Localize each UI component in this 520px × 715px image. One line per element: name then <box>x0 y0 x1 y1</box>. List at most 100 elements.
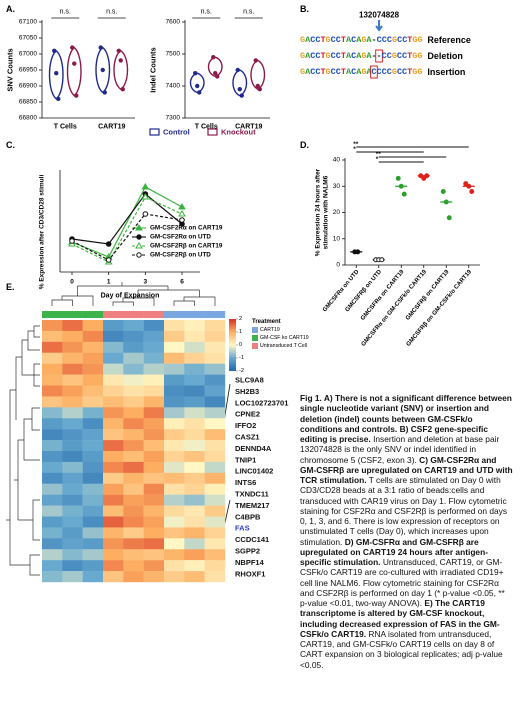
heatmap-cell <box>123 352 144 364</box>
heatmap-cell <box>42 571 63 583</box>
position-label: 132074828 <box>359 11 400 20</box>
heatmap-cell <box>184 527 205 539</box>
heatmap-cell <box>123 516 144 528</box>
heatmap-cell <box>143 363 165 375</box>
heatmap-cell <box>62 494 83 506</box>
data-point <box>52 48 57 53</box>
x-tick-label: CART19 <box>98 124 125 131</box>
heatmap-cell <box>204 451 226 463</box>
heatmap-cell <box>204 320 226 332</box>
heatmap-cell <box>184 571 205 583</box>
edit-box <box>375 49 383 63</box>
data-point <box>74 93 79 98</box>
heatmap-cell <box>184 352 205 364</box>
heatmap-cell <box>184 560 205 572</box>
y-axis-label: stimulation with NALM6 <box>323 175 330 249</box>
heatmap-cell <box>103 560 124 572</box>
data-point <box>179 217 185 223</box>
panel-label: D. <box>300 140 309 150</box>
x-axis-label: Day of Expansion <box>101 293 160 300</box>
y-tick-label: 67000 <box>19 51 37 58</box>
y-tick-label: 7500 <box>166 51 181 58</box>
heatmap-cell <box>143 396 165 408</box>
heatmap-cell <box>42 363 63 375</box>
violin <box>66 46 82 97</box>
heatmap-cell <box>103 374 124 386</box>
heatmap-cell <box>123 538 144 550</box>
y-tick-label: 66950 <box>19 67 37 74</box>
heatmap-cell <box>82 560 104 572</box>
sequence: C <box>371 67 376 77</box>
y-tick-label: 40 <box>333 157 341 164</box>
gene-label: CASZ1 <box>235 433 260 442</box>
heatmap-cell <box>42 352 63 364</box>
legend-label: GM-CSF2Rα on CART19 <box>150 225 223 232</box>
data-point <box>257 87 262 92</box>
sequence-label: Reference <box>427 35 471 45</box>
heatmap-cell <box>184 330 205 343</box>
heatmap-cell <box>42 538 63 550</box>
heatmap-cell <box>82 429 104 441</box>
y-tick-label: 67100 <box>19 19 37 26</box>
heatmap-cell <box>62 505 83 517</box>
gene-label: C4BPB <box>235 512 261 521</box>
significance-label: n.s. <box>106 9 117 16</box>
heatmap-cell <box>42 396 63 408</box>
heatmap-cell <box>184 396 205 408</box>
legend-label: Control <box>163 128 190 137</box>
heatmap-cell <box>82 440 104 452</box>
heatmap-cell <box>103 571 124 583</box>
y-tick-label: 66850 <box>19 99 37 106</box>
heatmap-cell <box>123 418 144 430</box>
x-tick-label: T Cells <box>54 124 77 131</box>
heatmap-cell <box>204 352 226 364</box>
heatmap-cell <box>184 549 205 561</box>
heatmap-cell <box>204 461 226 474</box>
heatmap-cell <box>123 505 144 517</box>
heatmap-cell <box>42 385 63 397</box>
data-point <box>118 58 123 63</box>
heatmap-cell <box>82 385 104 397</box>
position-arrow <box>375 20 383 32</box>
data-point <box>102 90 107 95</box>
heatmap-cell <box>123 396 144 408</box>
heatmap-cell <box>143 472 165 484</box>
heatmap-cell <box>42 440 63 452</box>
heatmap-cell <box>184 505 205 517</box>
heatmap-cell <box>82 407 104 419</box>
heatmap-cell <box>62 352 83 364</box>
significance-label: n.s. <box>60 9 71 16</box>
heatmap-cell <box>184 472 205 484</box>
heatmap-cell <box>123 527 144 539</box>
scale-tick-label: 0 <box>239 342 242 348</box>
group-bar <box>143 311 165 318</box>
heatmap-cell <box>42 560 63 572</box>
y-tick-label: 66800 <box>19 115 37 122</box>
heatmap-cell <box>164 505 185 517</box>
gene-label: LOC102723701 <box>235 398 288 407</box>
panel-label: B. <box>300 4 309 14</box>
data-point <box>424 173 430 179</box>
gene-label: LINC01402 <box>235 467 273 476</box>
heatmap-cell <box>123 341 144 353</box>
heatmap-cell <box>103 385 124 397</box>
heatmap-cell <box>123 483 144 495</box>
data-point <box>418 173 424 179</box>
data-point <box>141 183 150 190</box>
violin <box>189 72 205 94</box>
heatmap-cell <box>82 418 104 430</box>
heatmap-cell <box>123 461 144 474</box>
heatmap-cell <box>204 560 226 572</box>
heatmap-cell <box>82 320 104 332</box>
heatmap-cell <box>103 516 124 528</box>
legend-swatch <box>252 327 258 333</box>
legend-swatch <box>252 335 258 341</box>
significance-label: n.s. <box>201 9 212 16</box>
caption-text: T cells are stimulated on Day 0 with CD3… <box>300 475 508 547</box>
heatmap-cell <box>164 549 185 561</box>
heatmap-cell <box>204 505 226 517</box>
heatmap-cell <box>123 560 144 572</box>
significance-label: n.s. <box>243 9 254 16</box>
group-bar <box>42 311 63 318</box>
heatmap-cell <box>143 505 165 517</box>
